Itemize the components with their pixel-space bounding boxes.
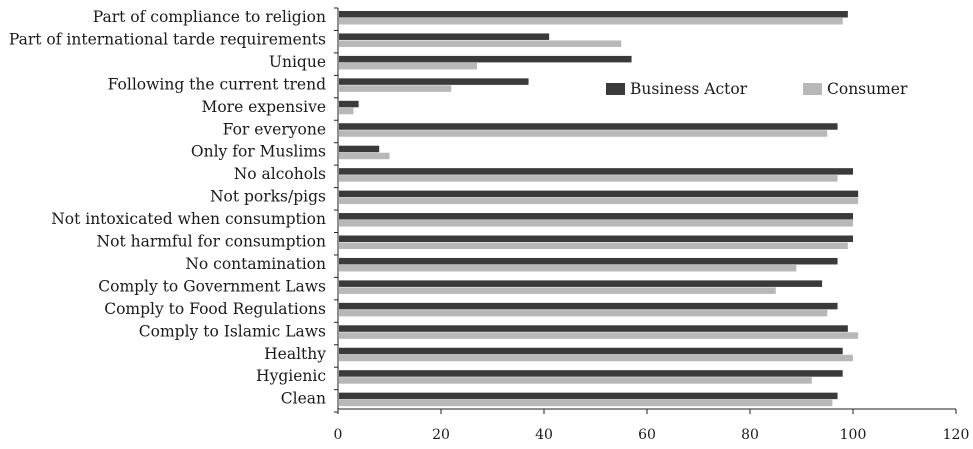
bar-business-actor-for-everyone <box>339 123 838 130</box>
bar-consumer-not-intoxicated-when-consumption <box>339 220 853 227</box>
category-label: Comply to Food Regulations <box>104 300 326 318</box>
x-tick-label: 0 <box>334 427 343 443</box>
bar-business-actor-clean <box>339 392 838 400</box>
bar-consumer-clean <box>339 399 833 407</box>
legend-swatch-business-actor <box>606 83 625 95</box>
bar-business-actor-comply-to-islamic-laws <box>339 325 848 332</box>
bars-group <box>339 11 859 407</box>
category-label: No contamination <box>185 255 326 273</box>
bar-consumer-comply-to-islamic-laws <box>339 332 859 339</box>
category-label: Not harmful for consumption <box>97 233 326 251</box>
x-axis-ticks: 0 20 40 60 80 100 120 <box>334 7 970 443</box>
bar-consumer-comply-to-government-laws <box>339 287 776 294</box>
x-tick-label: 40 <box>535 427 553 443</box>
bar-consumer-healthy <box>339 354 853 362</box>
bar-business-actor-part-of-international-tarde-requirements <box>339 33 550 40</box>
legend-swatch-consumer <box>803 83 822 95</box>
bar-business-actor-more-expensive <box>339 100 359 108</box>
bar-business-actor-healthy <box>339 347 843 355</box>
category-label: Only for Muslims <box>191 143 326 161</box>
category-label: Not porks/pigs <box>210 188 326 206</box>
category-label: Clean <box>281 390 326 408</box>
bar-business-actor-no-contamination <box>339 257 838 265</box>
bar-business-actor-not-porks-pigs <box>339 190 859 198</box>
bar-business-actor-only-for-muslims <box>339 145 380 153</box>
category-label: Part of compliance to religion <box>93 8 326 26</box>
category-label: Not intoxicated when consumption <box>51 210 326 228</box>
x-tick-label: 120 <box>943 427 970 443</box>
category-label: Following the current trend <box>108 75 326 93</box>
x-tick-label: 20 <box>432 427 450 443</box>
category-label: Healthy <box>264 345 326 363</box>
bar-consumer-not-porks-pigs <box>339 197 859 205</box>
legend-label-business-actor: Business Actor <box>630 80 748 98</box>
bar-consumer-part-of-international-tarde-requirements <box>339 40 622 47</box>
category-label: Comply to Islamic Laws <box>139 322 326 340</box>
bar-business-actor-following-the-current-trend <box>339 78 529 85</box>
bar-business-actor-comply-to-government-laws <box>339 280 823 287</box>
bar-consumer-unique <box>339 62 478 70</box>
bar-consumer-no-alcohols <box>339 175 838 182</box>
bar-consumer-comply-to-food-regulations <box>339 309 828 317</box>
bar-business-actor-not-harmful-for-consumption <box>339 235 853 242</box>
category-label: Part of international tarde requirements <box>9 30 326 48</box>
category-label: Unique <box>269 53 326 71</box>
bar-business-actor-part-of-compliance-to-religion <box>339 11 848 18</box>
bar-business-actor-comply-to-food-regulations <box>339 302 838 310</box>
bar-consumer-only-for-muslims <box>339 152 390 160</box>
bar-consumer-following-the-current-trend <box>339 85 452 92</box>
category-label: More expensive <box>201 98 326 116</box>
bar-consumer-no-contamination <box>339 264 797 272</box>
legend-label-consumer: Consumer <box>827 80 908 98</box>
legend: Business Actor Consumer <box>606 80 908 98</box>
bar-consumer-hygienic <box>339 377 812 384</box>
category-label: Comply to Government Laws <box>98 277 326 295</box>
bar-business-actor-no-alcohols <box>339 168 853 175</box>
category-labels: Part of compliance to religion Part of in… <box>9 8 326 408</box>
x-tick-label: 60 <box>638 427 656 443</box>
bar-business-actor-not-intoxicated-when-consumption <box>339 213 853 220</box>
bar-consumer-for-everyone <box>339 130 828 137</box>
category-label: Hygienic <box>256 367 326 385</box>
category-label: No alcohols <box>234 165 326 183</box>
bar-consumer-more-expensive <box>339 107 354 115</box>
category-label: For everyone <box>223 120 326 138</box>
bar-consumer-part-of-compliance-to-religion <box>339 18 843 25</box>
x-tick-label: 80 <box>741 427 759 443</box>
bar-business-actor-unique <box>339 55 632 63</box>
x-tick-label: 100 <box>840 427 867 443</box>
bar-consumer-not-harmful-for-consumption <box>339 242 848 249</box>
bar-business-actor-hygienic <box>339 370 843 377</box>
